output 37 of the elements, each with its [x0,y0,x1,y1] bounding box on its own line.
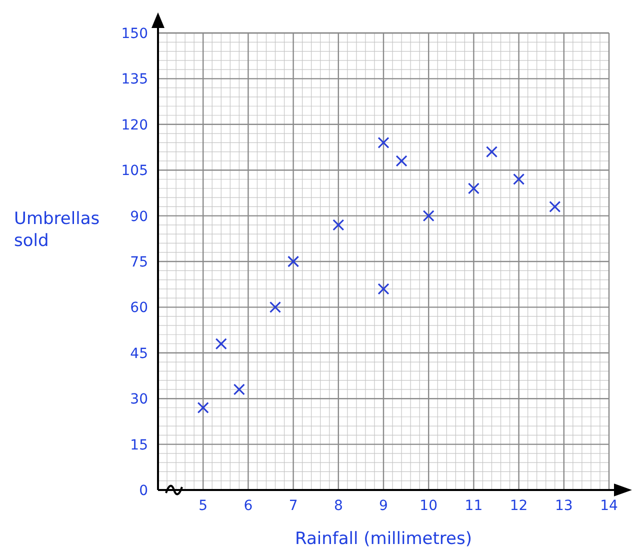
x-tick-label: 14 [600,498,618,514]
point [378,136,390,148]
y-tick-label: 120 [121,117,148,134]
point [396,155,408,167]
y-tick-label: 105 [121,163,148,180]
point [486,146,498,158]
point [288,256,300,268]
y-tick-label: 60 [130,300,148,316]
point [422,210,434,222]
y-axis-title: Umbrellas sold [14,209,100,251]
point [378,283,390,295]
point [332,219,344,231]
x-tick-label: 7 [288,498,298,514]
point [197,402,209,414]
x-tick-label: 12 [510,498,528,514]
y-tick-label: 30 [130,392,148,408]
point [549,200,561,212]
x-axis-title: Rainfall (millimetres) [295,529,472,549]
x-tick-label: 5 [198,498,208,514]
point [468,182,480,194]
x-tick-label: 13 [554,498,573,514]
point [269,301,282,313]
y-tick-label: 45 [130,346,148,362]
x-tick-label: 11 [464,498,483,514]
y-tick-label: 90 [130,208,148,225]
x-tick-label: 9 [379,498,388,514]
y-tick-label: 135 [121,72,148,88]
point [215,338,227,350]
y-tick-label: 15 [130,437,148,454]
point [233,384,245,396]
x-tick-label: 10 [420,498,438,514]
y-tick-label: 0 [139,483,148,499]
point [513,173,525,186]
x-tick-label: 6 [244,498,253,514]
y-tick-label: 75 [130,254,148,270]
y-tick-label: 150 [121,26,148,42]
x-tick-label: 8 [334,498,343,514]
